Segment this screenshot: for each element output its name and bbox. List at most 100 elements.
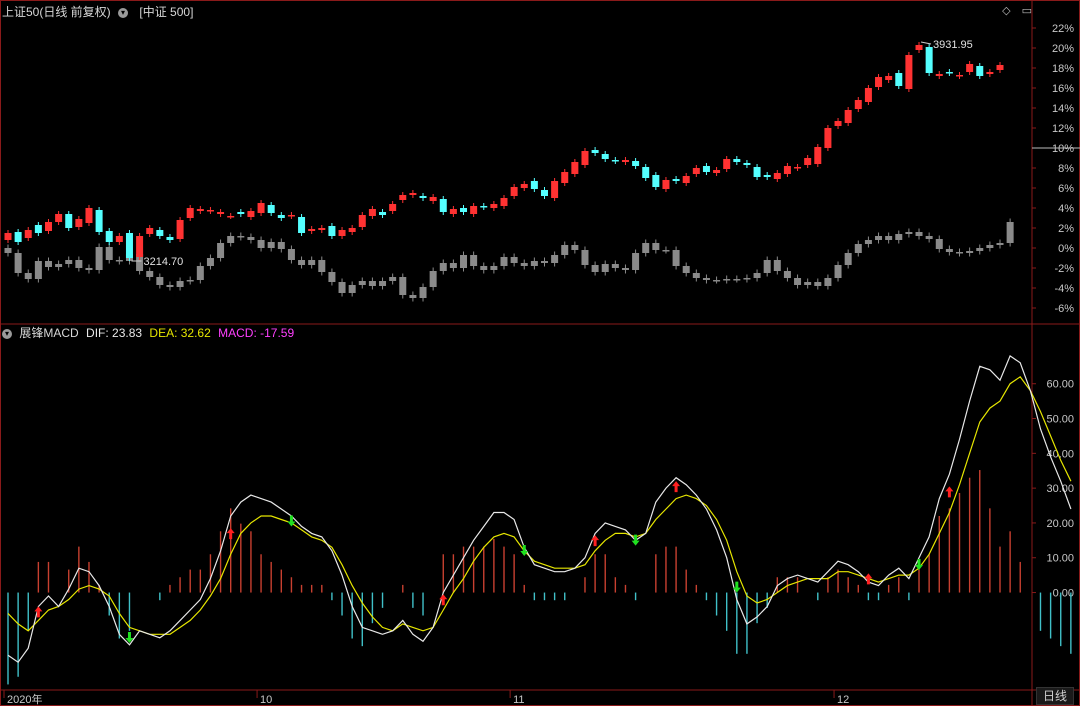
- price-tick-label: 16%: [1052, 83, 1074, 95]
- compare-candle: [186, 280, 194, 282]
- main-candle: [186, 208, 194, 218]
- main-candle: [298, 217, 306, 233]
- compare-candle: [945, 249, 953, 252]
- compare-candle: [277, 242, 285, 249]
- price-tick-label: 8%: [1058, 163, 1074, 175]
- main-candle: [470, 206, 478, 214]
- compare-candle: [854, 244, 862, 253]
- compare-candle: [935, 239, 943, 249]
- compare-candle: [885, 236, 893, 240]
- sell-signal-icon: [732, 581, 741, 593]
- compare-candle: [176, 281, 184, 287]
- main-candle: [490, 204, 498, 208]
- compare-candle: [895, 234, 903, 240]
- main-candle: [34, 225, 42, 233]
- compare-candle: [561, 245, 569, 255]
- main-candle: [692, 168, 700, 174]
- compare-candle: [206, 258, 214, 266]
- sell-signal-icon: [631, 534, 640, 546]
- compare-candle: [581, 250, 589, 265]
- main-chart-header: 上证50(日线 前复权) ▾ [中证 500]: [2, 2, 197, 22]
- dea-label: DEA: 32.62: [149, 326, 211, 340]
- compare-candle: [642, 243, 650, 253]
- compare-candle: [308, 260, 316, 265]
- main-candle: [227, 216, 235, 218]
- main-candle: [308, 229, 316, 231]
- compare-candle: [115, 260, 123, 262]
- compare-candle: [34, 261, 42, 279]
- main-candle: [976, 66, 984, 76]
- main-candle: [652, 175, 660, 187]
- main-candle: [196, 209, 204, 211]
- main-candle: [105, 231, 113, 242]
- main-candle: [621, 160, 629, 162]
- compare-candle: [4, 248, 12, 253]
- main-candle: [24, 230, 32, 238]
- compare-candle: [358, 281, 366, 285]
- indicator-name[interactable]: 展锋MACD: [19, 326, 79, 340]
- main-candle: [500, 198, 508, 206]
- compare-candle: [591, 265, 599, 272]
- macd-tick-label: 0.00: [1053, 588, 1074, 600]
- compare-candle: [814, 282, 822, 286]
- chevron-down-icon[interactable]: ▾: [2, 328, 12, 339]
- compare-candle: [75, 260, 83, 268]
- main-candle: [702, 166, 710, 172]
- main-candle: [814, 147, 822, 164]
- main-candle: [662, 180, 670, 189]
- compare-candle: [328, 272, 336, 282]
- main-candle: [115, 236, 123, 242]
- compare-candle: [480, 266, 488, 270]
- compare-candle: [956, 252, 964, 254]
- high-label: 3931.95: [933, 39, 973, 51]
- compare-candle: [834, 265, 842, 278]
- price-tick-label: 4%: [1058, 203, 1074, 215]
- main-candle: [844, 110, 852, 123]
- compare-candle: [1006, 222, 1014, 243]
- price-tick-label: -4%: [1054, 283, 1074, 295]
- price-tick-label: 6%: [1058, 183, 1074, 195]
- compare-candle: [672, 250, 680, 266]
- compare-candle: [14, 253, 22, 273]
- chevron-down-icon[interactable]: ▾: [118, 7, 129, 18]
- main-candle: [783, 166, 791, 174]
- main-candle: [682, 176, 690, 183]
- main-candle: [510, 187, 518, 196]
- compare-candle: [44, 261, 52, 267]
- compare-label[interactable]: [中证 500]: [139, 5, 194, 19]
- compare-candle: [611, 264, 619, 268]
- buy-signal-icon: [34, 606, 43, 618]
- sell-signal-icon: [287, 515, 296, 527]
- price-tick-label: 22%: [1052, 23, 1074, 35]
- main-candle: [429, 197, 437, 201]
- compare-candle: [520, 263, 528, 266]
- buy-signal-icon: [439, 594, 448, 606]
- main-candle: [530, 181, 538, 189]
- compare-candle: [267, 242, 275, 248]
- main-candle: [257, 203, 265, 213]
- main-candle: [824, 128, 832, 148]
- window-icon[interactable]: ▭: [1021, 5, 1032, 17]
- main-candle: [85, 208, 93, 223]
- compare-candle: [702, 278, 710, 280]
- main-candle: [854, 100, 862, 109]
- main-candle: [166, 237, 174, 240]
- buy-signal-icon: [864, 573, 873, 585]
- compare-candle: [389, 277, 397, 281]
- compare-candle: [925, 236, 933, 239]
- price-tick-label: 0%: [1058, 243, 1074, 255]
- main-candle: [875, 77, 883, 87]
- diamond-icon[interactable]: ◇: [1002, 5, 1011, 17]
- main-candle: [460, 208, 468, 212]
- main-candle: [237, 212, 245, 214]
- main-candle: [156, 230, 164, 236]
- compare-candle: [136, 254, 144, 271]
- compare-candle: [510, 257, 518, 263]
- symbol-label[interactable]: 上证50(日线 前复权): [2, 5, 111, 19]
- compare-candle: [24, 273, 32, 279]
- main-candle: [864, 88, 872, 102]
- main-candle: [277, 215, 285, 218]
- compare-candle: [682, 266, 690, 273]
- period-button[interactable]: 日线: [1035, 687, 1074, 705]
